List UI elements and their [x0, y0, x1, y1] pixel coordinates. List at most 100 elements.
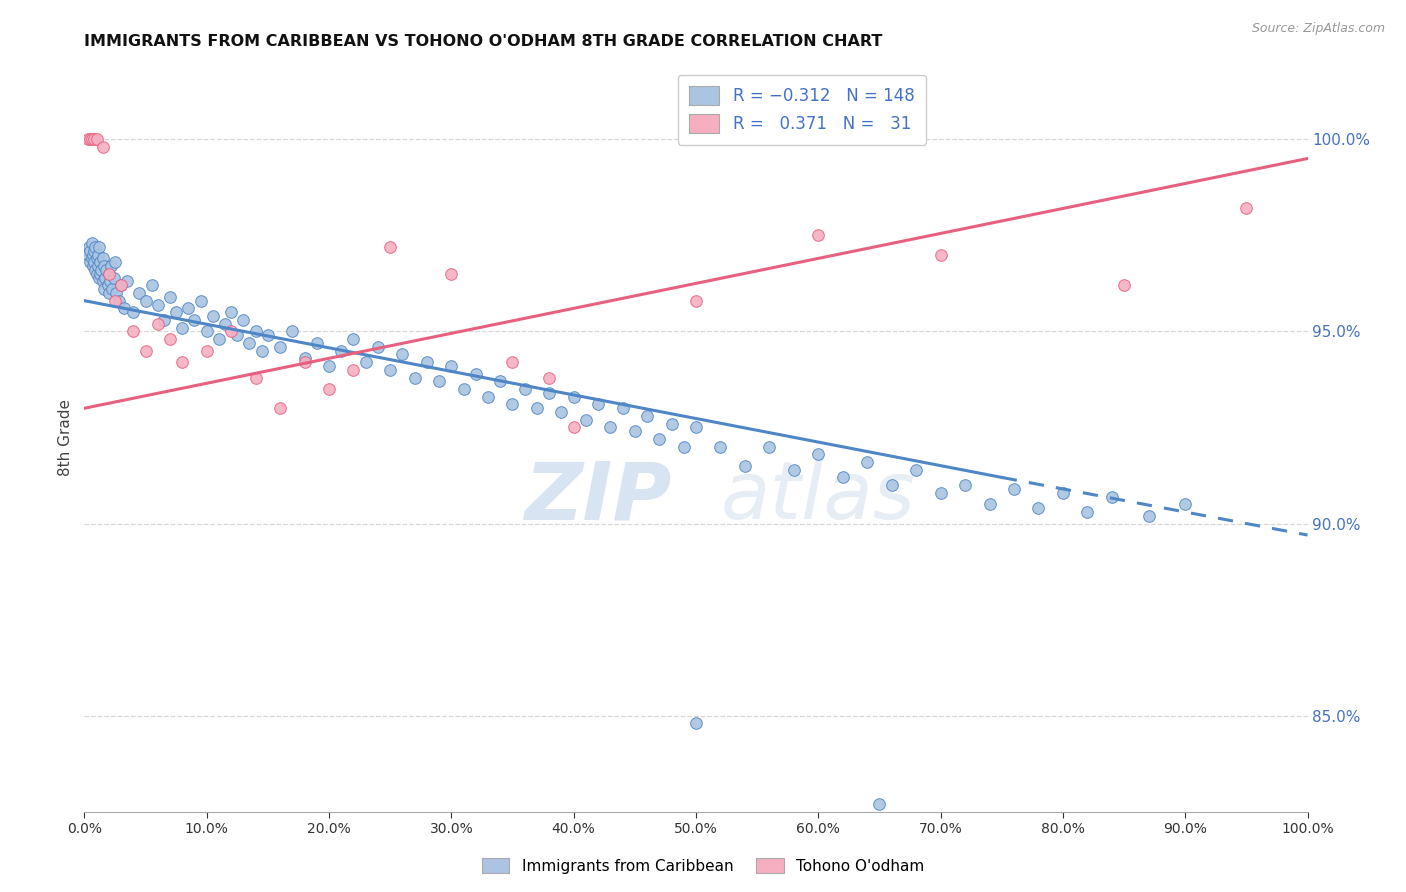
Point [1076, 505, 1098, 519]
Point [135, 293, 157, 308]
Point [586, 397, 609, 411]
Point [330, 343, 353, 358]
Point [245, 370, 267, 384]
Text: ZIP: ZIP [524, 458, 672, 536]
Point [219, 305, 242, 319]
Point [97, 285, 120, 300]
Point [86, 252, 108, 266]
Y-axis label: 8th Grade: 8th Grade [58, 399, 73, 475]
Point [905, 463, 928, 477]
Point [1114, 278, 1136, 293]
Point [91, 275, 114, 289]
Point [929, 247, 952, 261]
Point [172, 320, 194, 334]
Point [550, 405, 572, 419]
Point [245, 325, 267, 339]
Point [93, 259, 115, 273]
Point [440, 359, 463, 373]
Point [159, 332, 181, 346]
Point [177, 301, 200, 316]
Point [97, 267, 120, 281]
Point [685, 420, 707, 434]
Point [477, 390, 499, 404]
Point [115, 275, 138, 289]
Point [257, 328, 280, 343]
Point [86, 132, 108, 146]
Point [636, 409, 658, 423]
Point [538, 370, 561, 384]
Point [453, 382, 475, 396]
Point [672, 440, 695, 454]
Point [1052, 485, 1074, 500]
Point [1137, 508, 1160, 523]
Point [404, 370, 426, 384]
Point [96, 263, 118, 277]
Point [648, 432, 671, 446]
Point [661, 417, 683, 431]
Text: atlas: atlas [720, 458, 915, 536]
Point [464, 367, 486, 381]
Text: IMMIGRANTS FROM CARIBBEAN VS TOHONO O'ODHAM 8TH GRADE CORRELATION CHART: IMMIGRANTS FROM CARIBBEAN VS TOHONO O'OD… [84, 34, 883, 49]
Point [146, 297, 169, 311]
Legend: R = −0.312   N = 148, R =   0.371   N =   31: R = −0.312 N = 148, R = 0.371 N = 31 [678, 75, 927, 145]
Point [107, 293, 129, 308]
Text: Source: ZipAtlas.com: Source: ZipAtlas.com [1251, 22, 1385, 36]
Point [146, 317, 169, 331]
Point [869, 797, 891, 811]
Point [807, 228, 830, 243]
Point [513, 382, 536, 396]
Point [575, 413, 598, 427]
Point [502, 355, 524, 369]
Point [97, 267, 120, 281]
Point [624, 425, 647, 439]
Point [1101, 490, 1123, 504]
Point [122, 305, 145, 319]
Point [562, 390, 585, 404]
Point [91, 140, 114, 154]
Point [87, 247, 110, 261]
Point [195, 325, 218, 339]
Point [80, 132, 103, 146]
Point [758, 440, 780, 454]
Point [83, 132, 105, 146]
Point [734, 458, 756, 473]
Point [87, 240, 110, 254]
Point [232, 313, 254, 327]
Point [685, 293, 707, 308]
Point [1028, 501, 1050, 516]
Point [831, 470, 853, 484]
Point [294, 355, 316, 369]
Point [104, 293, 127, 308]
Point [80, 252, 103, 266]
Point [89, 267, 111, 281]
Point [1174, 497, 1197, 511]
Point [104, 255, 127, 269]
Point [440, 267, 463, 281]
Point [305, 335, 328, 350]
Point [318, 359, 340, 373]
Point [165, 305, 187, 319]
Point [502, 397, 524, 411]
Point [238, 335, 260, 350]
Point [612, 401, 634, 416]
Point [101, 282, 124, 296]
Point [208, 332, 231, 346]
Point [172, 355, 194, 369]
Point [79, 132, 101, 146]
Point [226, 328, 249, 343]
Point [380, 363, 402, 377]
Point [318, 382, 340, 396]
Point [427, 375, 450, 389]
Point [159, 290, 181, 304]
Point [103, 270, 125, 285]
Point [135, 343, 157, 358]
Point [281, 325, 304, 339]
Point [87, 259, 110, 273]
Legend: Immigrants from Caribbean, Tohono O'odham: Immigrants from Caribbean, Tohono O'odha… [475, 852, 931, 880]
Point [562, 420, 585, 434]
Point [110, 278, 132, 293]
Point [1002, 482, 1025, 496]
Point [91, 252, 114, 266]
Point [538, 385, 561, 400]
Point [929, 485, 952, 500]
